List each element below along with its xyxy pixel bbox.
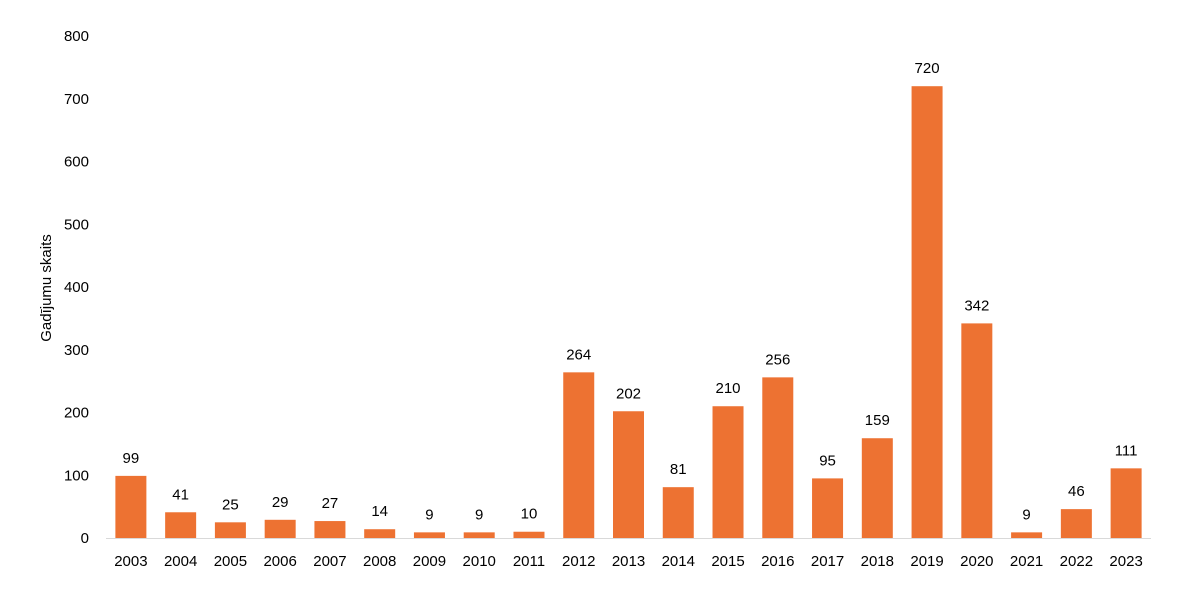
data-label-2007: 27 [322, 495, 339, 512]
y-tick-label: 700 [64, 91, 89, 108]
data-label-2008: 14 [371, 503, 388, 520]
data-label-2006: 29 [272, 494, 289, 511]
x-tick-label-2022: 2022 [1060, 553, 1093, 570]
x-tick-label-2005: 2005 [214, 553, 247, 570]
x-tick-label-2013: 2013 [612, 553, 645, 570]
y-tick-label: 300 [64, 342, 89, 359]
x-tick-label-2003: 2003 [114, 553, 147, 570]
data-label-2010: 9 [475, 506, 483, 523]
x-tick-label-2019: 2019 [910, 553, 943, 570]
bar-2005 [214, 522, 246, 538]
x-tick-label-2017: 2017 [811, 553, 844, 570]
y-tick-label: 200 [64, 405, 89, 422]
x-axis: 2003 2004 2005 2006 2007 2008 2009 2010 2011 2012… [106, 538, 1151, 570]
x-tick-label-2004: 2004 [164, 553, 197, 570]
bar-2023 [1110, 468, 1142, 538]
y-axis: 0 100 200 300 400 500 600 700 800 [64, 28, 89, 547]
data-label-2014: 81 [670, 461, 687, 478]
x-tick-label-2012: 2012 [562, 553, 595, 570]
bar-2009 [413, 532, 445, 538]
y-axis-title: Gadījumu skaits [38, 234, 55, 342]
data-label-2023: 111 [1115, 442, 1138, 459]
bar-2013 [613, 411, 644, 538]
data-label-2004: 41 [172, 486, 189, 503]
bars [115, 86, 1142, 538]
x-tick-label-2020: 2020 [960, 553, 993, 570]
data-label-2022: 46 [1068, 483, 1085, 500]
bar-2019 [911, 86, 943, 538]
data-label-2005: 25 [222, 496, 239, 513]
x-tick-label-2010: 2010 [463, 553, 496, 570]
bar-2017 [812, 478, 844, 538]
x-tick-label-2015: 2015 [711, 553, 744, 570]
x-tick-label-2018: 2018 [861, 553, 894, 570]
bar-2007 [314, 521, 346, 538]
x-tick-label-2008: 2008 [363, 553, 396, 570]
y-tick-label: 500 [64, 216, 89, 233]
bar-2018 [861, 438, 893, 538]
bar-2014 [662, 487, 694, 538]
x-tick-label-2011: 2011 [513, 553, 545, 570]
y-tick-label: 400 [64, 279, 89, 296]
data-label-2011: 10 [521, 506, 538, 523]
x-tick-label-2023: 2023 [1109, 553, 1142, 570]
bar-2011 [513, 531, 545, 538]
data-label-2003: 99 [123, 450, 140, 467]
x-tick-label-2007: 2007 [313, 553, 346, 570]
data-label-2021: 9 [1022, 506, 1030, 523]
x-tick-label-2016: 2016 [761, 553, 794, 570]
data-label-2018: 159 [865, 412, 890, 429]
y-tick-label: 600 [64, 154, 89, 171]
bar-2020 [961, 323, 993, 538]
bar-2006 [264, 519, 296, 538]
y-tick-label: 0 [81, 530, 89, 547]
bar-2021 [1011, 532, 1043, 538]
data-label-2013: 202 [616, 385, 641, 402]
bar-2004 [165, 512, 197, 538]
data-label-2016: 256 [765, 351, 790, 368]
y-tick-label: 800 [64, 28, 89, 45]
y-tick-label: 100 [64, 467, 89, 484]
data-label-2020: 342 [964, 297, 989, 314]
bar-2012 [563, 372, 595, 538]
data-label-2009: 9 [425, 506, 433, 523]
x-tick-label-2009: 2009 [413, 553, 446, 570]
bar-2008 [364, 529, 396, 538]
x-tick-label-2021: 2021 [1010, 553, 1043, 570]
bar-2016 [762, 377, 794, 538]
bar-2003 [115, 475, 147, 538]
data-label-2012: 264 [566, 346, 591, 363]
bar-2015 [712, 406, 744, 538]
data-label-2017: 95 [819, 452, 836, 469]
data-label-2015: 210 [716, 380, 741, 397]
bar-2010 [463, 532, 495, 538]
bar-2022 [1060, 509, 1092, 538]
x-tick-label-2014: 2014 [662, 553, 695, 570]
data-label-2019: 720 [915, 60, 940, 77]
x-tick-label-2006: 2006 [263, 553, 296, 570]
